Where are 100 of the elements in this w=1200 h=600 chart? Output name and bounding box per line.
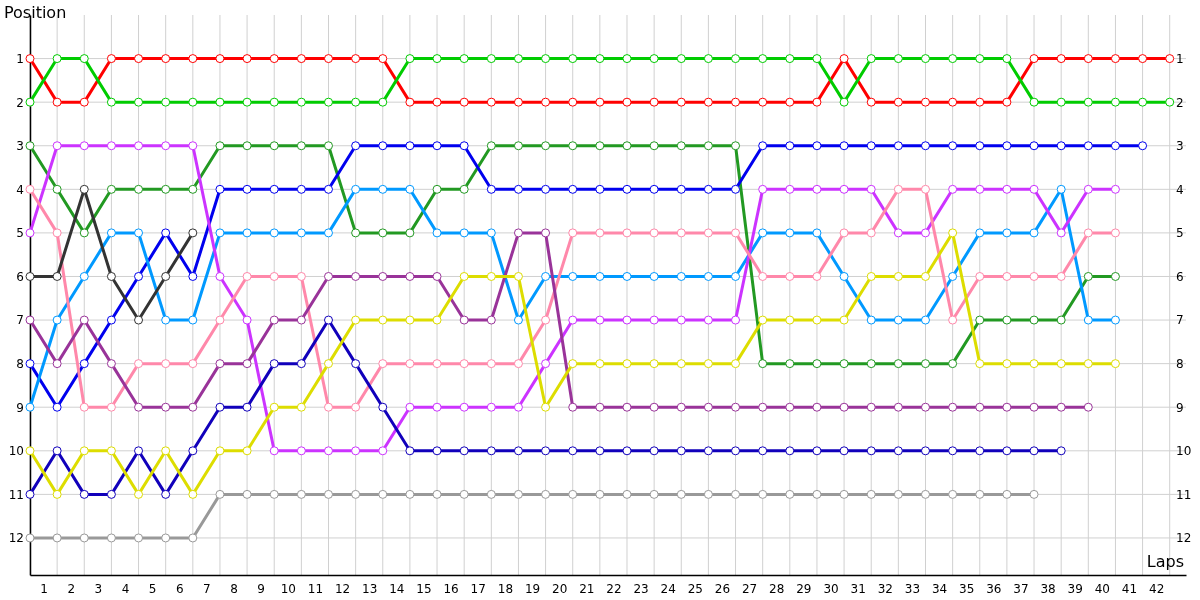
y2-tick-label: 12 — [1176, 531, 1192, 546]
point — [106, 97, 116, 107]
point — [1083, 359, 1093, 369]
point — [975, 489, 985, 499]
point — [79, 359, 89, 369]
y-tick-label: 7 — [16, 313, 24, 328]
point — [513, 446, 523, 456]
point — [459, 402, 469, 412]
point — [812, 141, 822, 151]
y-tick-label: 4 — [16, 182, 24, 197]
point — [568, 271, 578, 281]
point — [975, 228, 985, 238]
point — [703, 402, 713, 412]
point — [1165, 97, 1175, 107]
point — [948, 315, 958, 325]
point — [758, 489, 768, 499]
point — [459, 315, 469, 325]
point — [676, 184, 686, 194]
point — [405, 54, 415, 64]
point — [486, 228, 496, 238]
point — [52, 533, 62, 543]
point — [242, 141, 252, 151]
point — [1138, 141, 1148, 151]
point — [432, 228, 442, 238]
point — [920, 54, 930, 64]
point — [975, 54, 985, 64]
point — [1002, 359, 1012, 369]
point — [731, 54, 741, 64]
point — [785, 228, 795, 238]
point — [486, 184, 496, 194]
point — [920, 359, 930, 369]
x-tick-label: 5 — [148, 581, 157, 596]
point — [79, 97, 89, 107]
point — [703, 315, 713, 325]
point — [812, 228, 822, 238]
point — [378, 359, 388, 369]
point — [269, 446, 279, 456]
point — [1029, 184, 1039, 194]
point — [649, 184, 659, 194]
y2-tick-label: 4 — [1176, 182, 1184, 197]
point — [269, 402, 279, 412]
point — [839, 228, 849, 238]
x-tick-label: 7 — [203, 581, 211, 596]
point — [703, 359, 713, 369]
point — [378, 315, 388, 325]
point — [622, 315, 632, 325]
point — [161, 489, 171, 499]
point — [866, 271, 876, 281]
point — [188, 359, 198, 369]
point — [351, 446, 361, 456]
point — [513, 489, 523, 499]
point — [948, 446, 958, 456]
point — [405, 228, 415, 238]
point — [25, 533, 35, 543]
point — [242, 402, 252, 412]
point — [758, 228, 768, 238]
point — [242, 271, 252, 281]
point — [676, 97, 686, 107]
x-tick-label: 8 — [230, 581, 238, 596]
point — [161, 446, 171, 456]
point — [893, 184, 903, 194]
point — [1110, 97, 1120, 107]
point — [324, 359, 333, 369]
point — [1056, 446, 1066, 456]
point — [296, 402, 306, 412]
point — [568, 54, 578, 64]
point — [134, 359, 144, 369]
point — [595, 54, 605, 64]
x-tick-label: 21 — [579, 581, 595, 596]
x-tick-label: 18 — [497, 581, 514, 596]
point — [948, 359, 958, 369]
point — [432, 359, 442, 369]
point — [920, 271, 930, 281]
point — [296, 54, 306, 64]
y-tick-label: 6 — [16, 269, 24, 284]
point — [812, 402, 822, 412]
point — [948, 489, 958, 499]
point — [595, 228, 605, 238]
point — [595, 184, 605, 194]
point — [25, 141, 35, 151]
point — [188, 402, 198, 412]
point — [215, 54, 225, 64]
point — [703, 141, 713, 151]
x-tick-label: 29 — [796, 581, 812, 596]
point — [676, 54, 686, 64]
point — [758, 402, 768, 412]
point — [79, 54, 89, 64]
point — [513, 359, 523, 369]
point — [324, 402, 333, 412]
x-tick-label: 19 — [524, 581, 541, 596]
point — [106, 359, 116, 369]
point — [676, 402, 686, 412]
point — [568, 97, 578, 107]
point — [188, 533, 198, 543]
point — [703, 489, 713, 499]
point — [269, 54, 279, 64]
point — [106, 54, 116, 64]
point — [486, 54, 496, 64]
point — [731, 315, 741, 325]
point — [486, 97, 496, 107]
